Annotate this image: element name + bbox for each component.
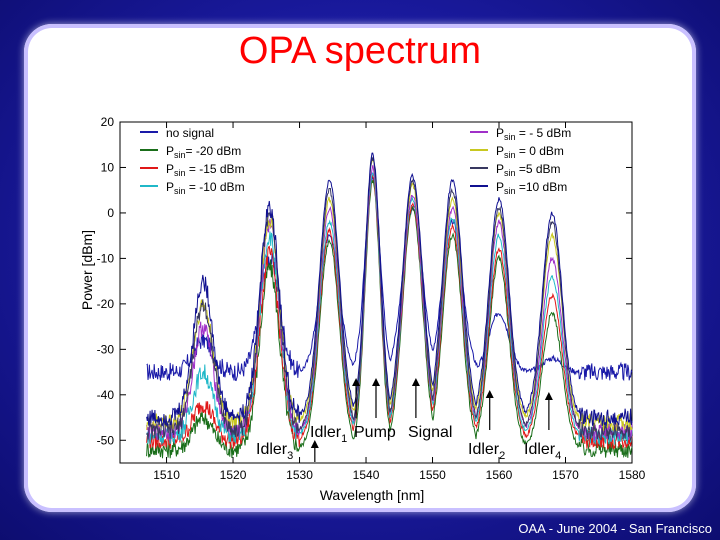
series-line <box>146 156 633 442</box>
annotation-arrowhead <box>544 392 553 400</box>
y-tick-label: 20 <box>101 115 115 129</box>
slide-title: OPA spectrum <box>238 30 482 72</box>
legend: no signal Psin= -20 dBm Psin = -15 dBm Psin… <box>140 126 571 196</box>
x-tick-label: 1580 <box>619 468 646 482</box>
annotation-label: Idler2 <box>468 441 505 462</box>
footer-text: OAA - June 2004 - San Francisco <box>518 521 712 536</box>
y-tick-label: -30 <box>97 342 115 356</box>
x-tick-label: 1560 <box>486 468 513 482</box>
annotation-label: Idler4 <box>524 441 561 462</box>
legend-label: Psin = 0 dBm <box>496 144 564 160</box>
x-tick-label: 1530 <box>286 468 313 482</box>
x-tick-label: 1570 <box>552 468 579 482</box>
legend-label: Psin= -20 dBm <box>166 144 241 160</box>
annotation-arrowhead <box>310 440 319 448</box>
annotation-arrowhead <box>485 390 494 398</box>
annotation-arrowhead <box>372 378 380 386</box>
series-line <box>146 175 633 382</box>
y-tick-label: -20 <box>97 297 115 311</box>
legend-label: no signal <box>166 126 214 140</box>
annotation-arrowhead <box>411 378 420 386</box>
x-tick-label: 1550 <box>419 468 446 482</box>
series-layer <box>146 152 633 459</box>
legend-label: Psin = -15 dBm <box>166 162 245 178</box>
legend-label: Psin =10 dBm <box>496 180 567 196</box>
y-tick-label: -10 <box>97 251 115 265</box>
annotation-label: Idler1 <box>310 424 347 445</box>
series-line <box>146 179 633 459</box>
x-tick-label: 1510 <box>153 468 180 482</box>
annotation-label: Pump <box>354 424 396 441</box>
x-tick-label: 1520 <box>220 468 247 482</box>
legend-label: Psin = - 5 dBm <box>496 126 571 142</box>
legend-label: Psin = -10 dBm <box>166 180 245 196</box>
y-tick-label: -40 <box>97 388 115 402</box>
x-tick-label: 1540 <box>353 468 380 482</box>
annotation-arrowhead <box>352 378 361 386</box>
legend-label: Psin =5 dBm <box>496 162 561 178</box>
y-tick-label: -50 <box>97 433 115 447</box>
y-axis-label: Power [dBm] <box>79 230 95 310</box>
annotation-layer: Idler3 Idler1 Pump Signal Idler2 Idler4 <box>256 378 561 462</box>
y-tick-label: 10 <box>101 160 115 174</box>
annotation-label: Idler3 <box>256 441 293 462</box>
series-line <box>146 152 633 428</box>
annotation-label: Signal <box>408 424 452 441</box>
y-tick-label: 0 <box>107 206 114 220</box>
tick-group: 1510 1520 1530 1540 1550 1560 1570 1580 20 10 0 -10… <box>97 115 646 482</box>
x-axis-label: Wavelength [nm] <box>320 487 425 503</box>
